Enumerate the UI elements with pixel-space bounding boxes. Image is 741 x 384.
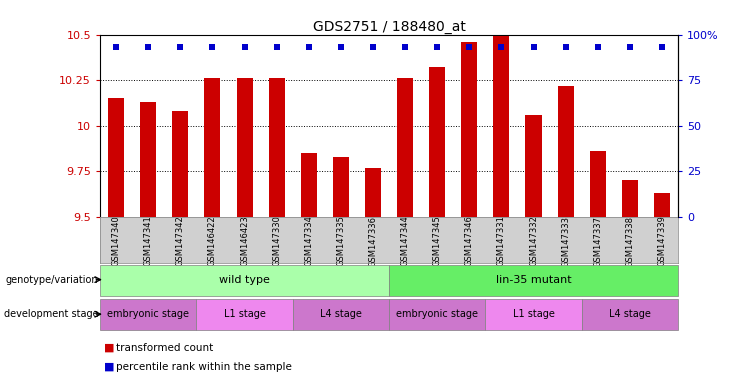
Text: wild type: wild type (219, 275, 270, 285)
Bar (429, 68, 445, 217)
Bar (582, 300, 678, 330)
Bar (461, 42, 477, 217)
Bar (108, 98, 124, 217)
Bar (397, 78, 413, 217)
Bar (333, 157, 349, 217)
Bar (557, 86, 574, 217)
Text: L4 stage: L4 stage (320, 309, 362, 319)
Text: L4 stage: L4 stage (609, 309, 651, 319)
Bar (140, 102, 156, 217)
Bar (485, 300, 582, 330)
Text: transformed count: transformed count (116, 343, 213, 353)
Text: genotype/variation: genotype/variation (6, 275, 99, 285)
Bar (100, 265, 389, 296)
Bar (494, 36, 510, 217)
Text: lin-35 mutant: lin-35 mutant (496, 275, 571, 285)
Bar (301, 153, 316, 217)
Bar (100, 300, 196, 330)
Bar (525, 115, 542, 217)
Text: ■: ■ (104, 343, 114, 353)
Text: development stage: development stage (4, 309, 99, 319)
Bar (654, 193, 670, 217)
Bar (389, 300, 485, 330)
Text: L1 stage: L1 stage (224, 309, 265, 319)
Bar (365, 168, 381, 217)
Bar (196, 300, 293, 330)
Text: ■: ■ (104, 362, 114, 372)
Title: GDS2751 / 188480_at: GDS2751 / 188480_at (313, 20, 465, 33)
Bar (205, 78, 221, 217)
Bar (293, 300, 389, 330)
Text: embryonic stage: embryonic stage (396, 309, 478, 319)
Bar (622, 180, 638, 217)
Text: percentile rank within the sample: percentile rank within the sample (116, 362, 292, 372)
Text: embryonic stage: embryonic stage (107, 309, 189, 319)
Text: L1 stage: L1 stage (513, 309, 554, 319)
Bar (236, 78, 253, 217)
Bar (172, 111, 188, 217)
Bar (389, 265, 678, 296)
Bar (590, 151, 605, 217)
Bar (268, 78, 285, 217)
